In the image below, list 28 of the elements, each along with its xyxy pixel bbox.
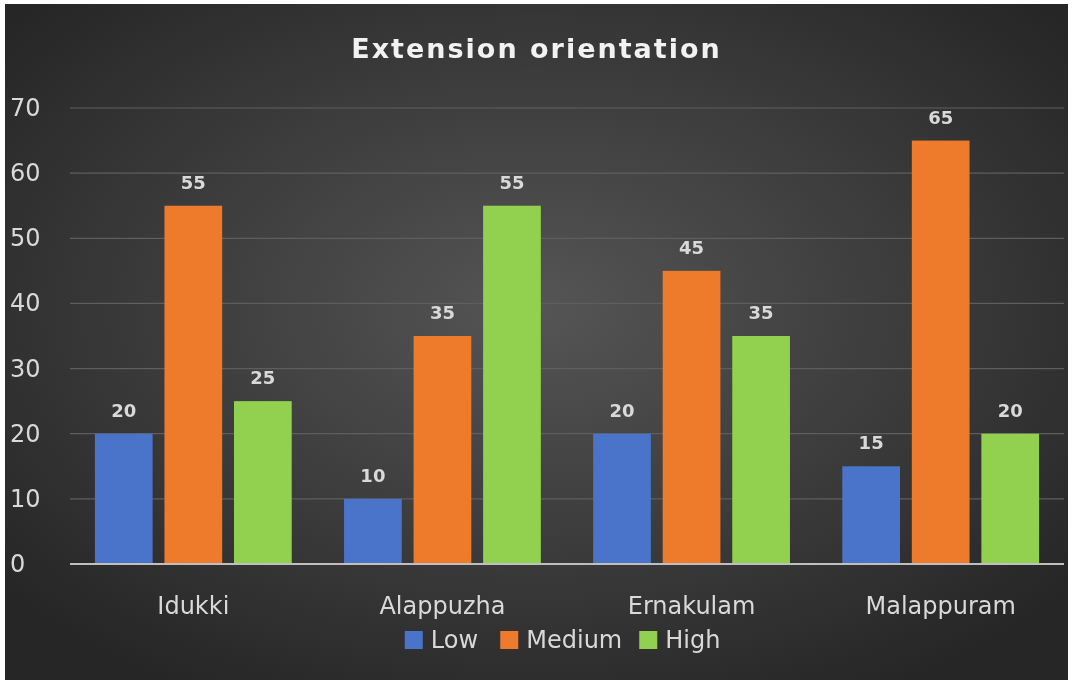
data-label: 55 — [180, 171, 206, 193]
data-label: 35 — [748, 302, 774, 323]
x-tick-label: Idukki — [157, 592, 230, 620]
data-label: 45 — [679, 236, 705, 258]
x-tick-label: Malappuram — [865, 592, 1016, 620]
data-label: 20 — [609, 399, 635, 421]
data-label: 20 — [111, 399, 137, 421]
data-label: 25 — [250, 367, 276, 389]
chart-title: Extension orientation — [351, 33, 722, 64]
y-tick-label: 40 — [10, 289, 41, 318]
y-tick-label: 50 — [10, 224, 41, 253]
data-label: 20 — [997, 399, 1023, 421]
y-tick-label: 10 — [10, 484, 41, 513]
y-tick-label: 60 — [10, 159, 41, 188]
y-tick-label: 30 — [10, 354, 41, 383]
legend-label: Medium — [526, 626, 623, 654]
y-tick-label: 0 — [10, 550, 26, 578]
data-label: 10 — [360, 464, 386, 486]
data-label: 35 — [429, 302, 455, 323]
data-label: 55 — [499, 171, 525, 193]
x-tick-label: Alappuzha — [379, 592, 506, 620]
legend-label: High — [665, 626, 721, 654]
data-label: 15 — [858, 432, 884, 454]
x-tick-label: Ernakulam — [627, 592, 756, 620]
y-tick-label: 20 — [10, 419, 41, 448]
legend-label: Low — [430, 626, 479, 654]
y-tick-label: 70 — [10, 94, 41, 122]
data-label: 65 — [928, 106, 954, 128]
